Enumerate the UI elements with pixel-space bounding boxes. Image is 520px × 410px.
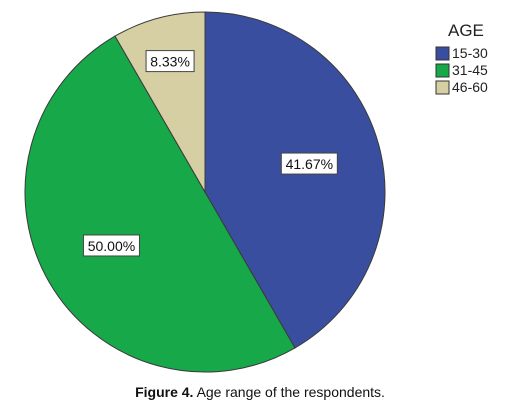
data-label-46-60: 8.33% (145, 50, 195, 73)
legend-label-15-30: 15-30 (452, 45, 488, 61)
data-label-15-30: 41.67% (280, 152, 338, 175)
svg-text:41.67%: 41.67% (286, 156, 333, 172)
legend-swatch-15-30 (435, 46, 450, 61)
legend-title: AGE (448, 21, 484, 40)
figure-caption-text: Age range of the respondents. (196, 384, 385, 400)
legend-swatch-46-60 (435, 80, 450, 95)
figure-label: Figure 4. (135, 384, 194, 400)
legend-swatch-31-45 (435, 63, 450, 78)
legend-label-31-45: 31-45 (452, 62, 488, 78)
figure-caption: Figure 4. Age range of the respondents. (0, 384, 520, 400)
svg-text:8.33%: 8.33% (150, 54, 190, 70)
svg-text:50.00%: 50.00% (88, 238, 135, 254)
pie-slice-31-45 (24, 35, 296, 373)
pie-slices (24, 11, 386, 373)
legend-label-46-60: 46-60 (452, 79, 488, 95)
pie-data-labels: 41.67% 50.00% 8.33% (82, 50, 338, 257)
data-label-31-45: 50.00% (82, 234, 140, 257)
pie-slice-15-30 (204, 11, 386, 349)
